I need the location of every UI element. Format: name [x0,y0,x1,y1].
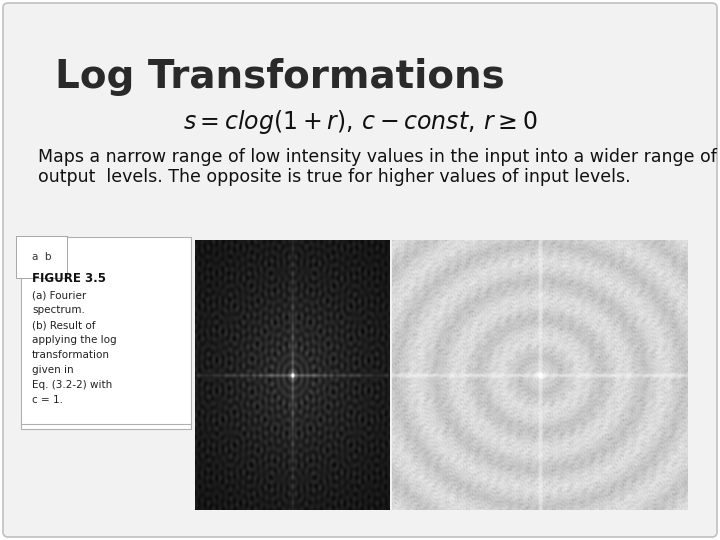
Text: output  levels. The opposite is true for higher values of input levels.: output levels. The opposite is true for … [38,168,631,186]
Text: (b) Result of: (b) Result of [32,320,96,330]
Text: $s = clog(1+r),\, c - const,\, r \geq 0$: $s = clog(1+r),\, c - const,\, r \geq 0$ [183,108,537,136]
Text: c = 1.: c = 1. [32,395,63,405]
Text: applying the log: applying the log [32,335,117,345]
Text: FIGURE 3.5: FIGURE 3.5 [32,272,106,285]
Text: given in: given in [32,365,73,375]
Text: Eq. (3.2-2) with: Eq. (3.2-2) with [32,380,112,390]
Text: (a) Fourier: (a) Fourier [32,290,86,300]
Text: Maps a narrow range of low intensity values in the input into a wider range of: Maps a narrow range of low intensity val… [38,148,717,166]
FancyBboxPatch shape [21,237,191,429]
Text: transformation: transformation [32,350,110,360]
Text: a  b: a b [32,252,52,262]
Text: spectrum.: spectrum. [32,305,85,315]
FancyBboxPatch shape [3,3,717,537]
Text: Log Transformations: Log Transformations [55,58,505,96]
